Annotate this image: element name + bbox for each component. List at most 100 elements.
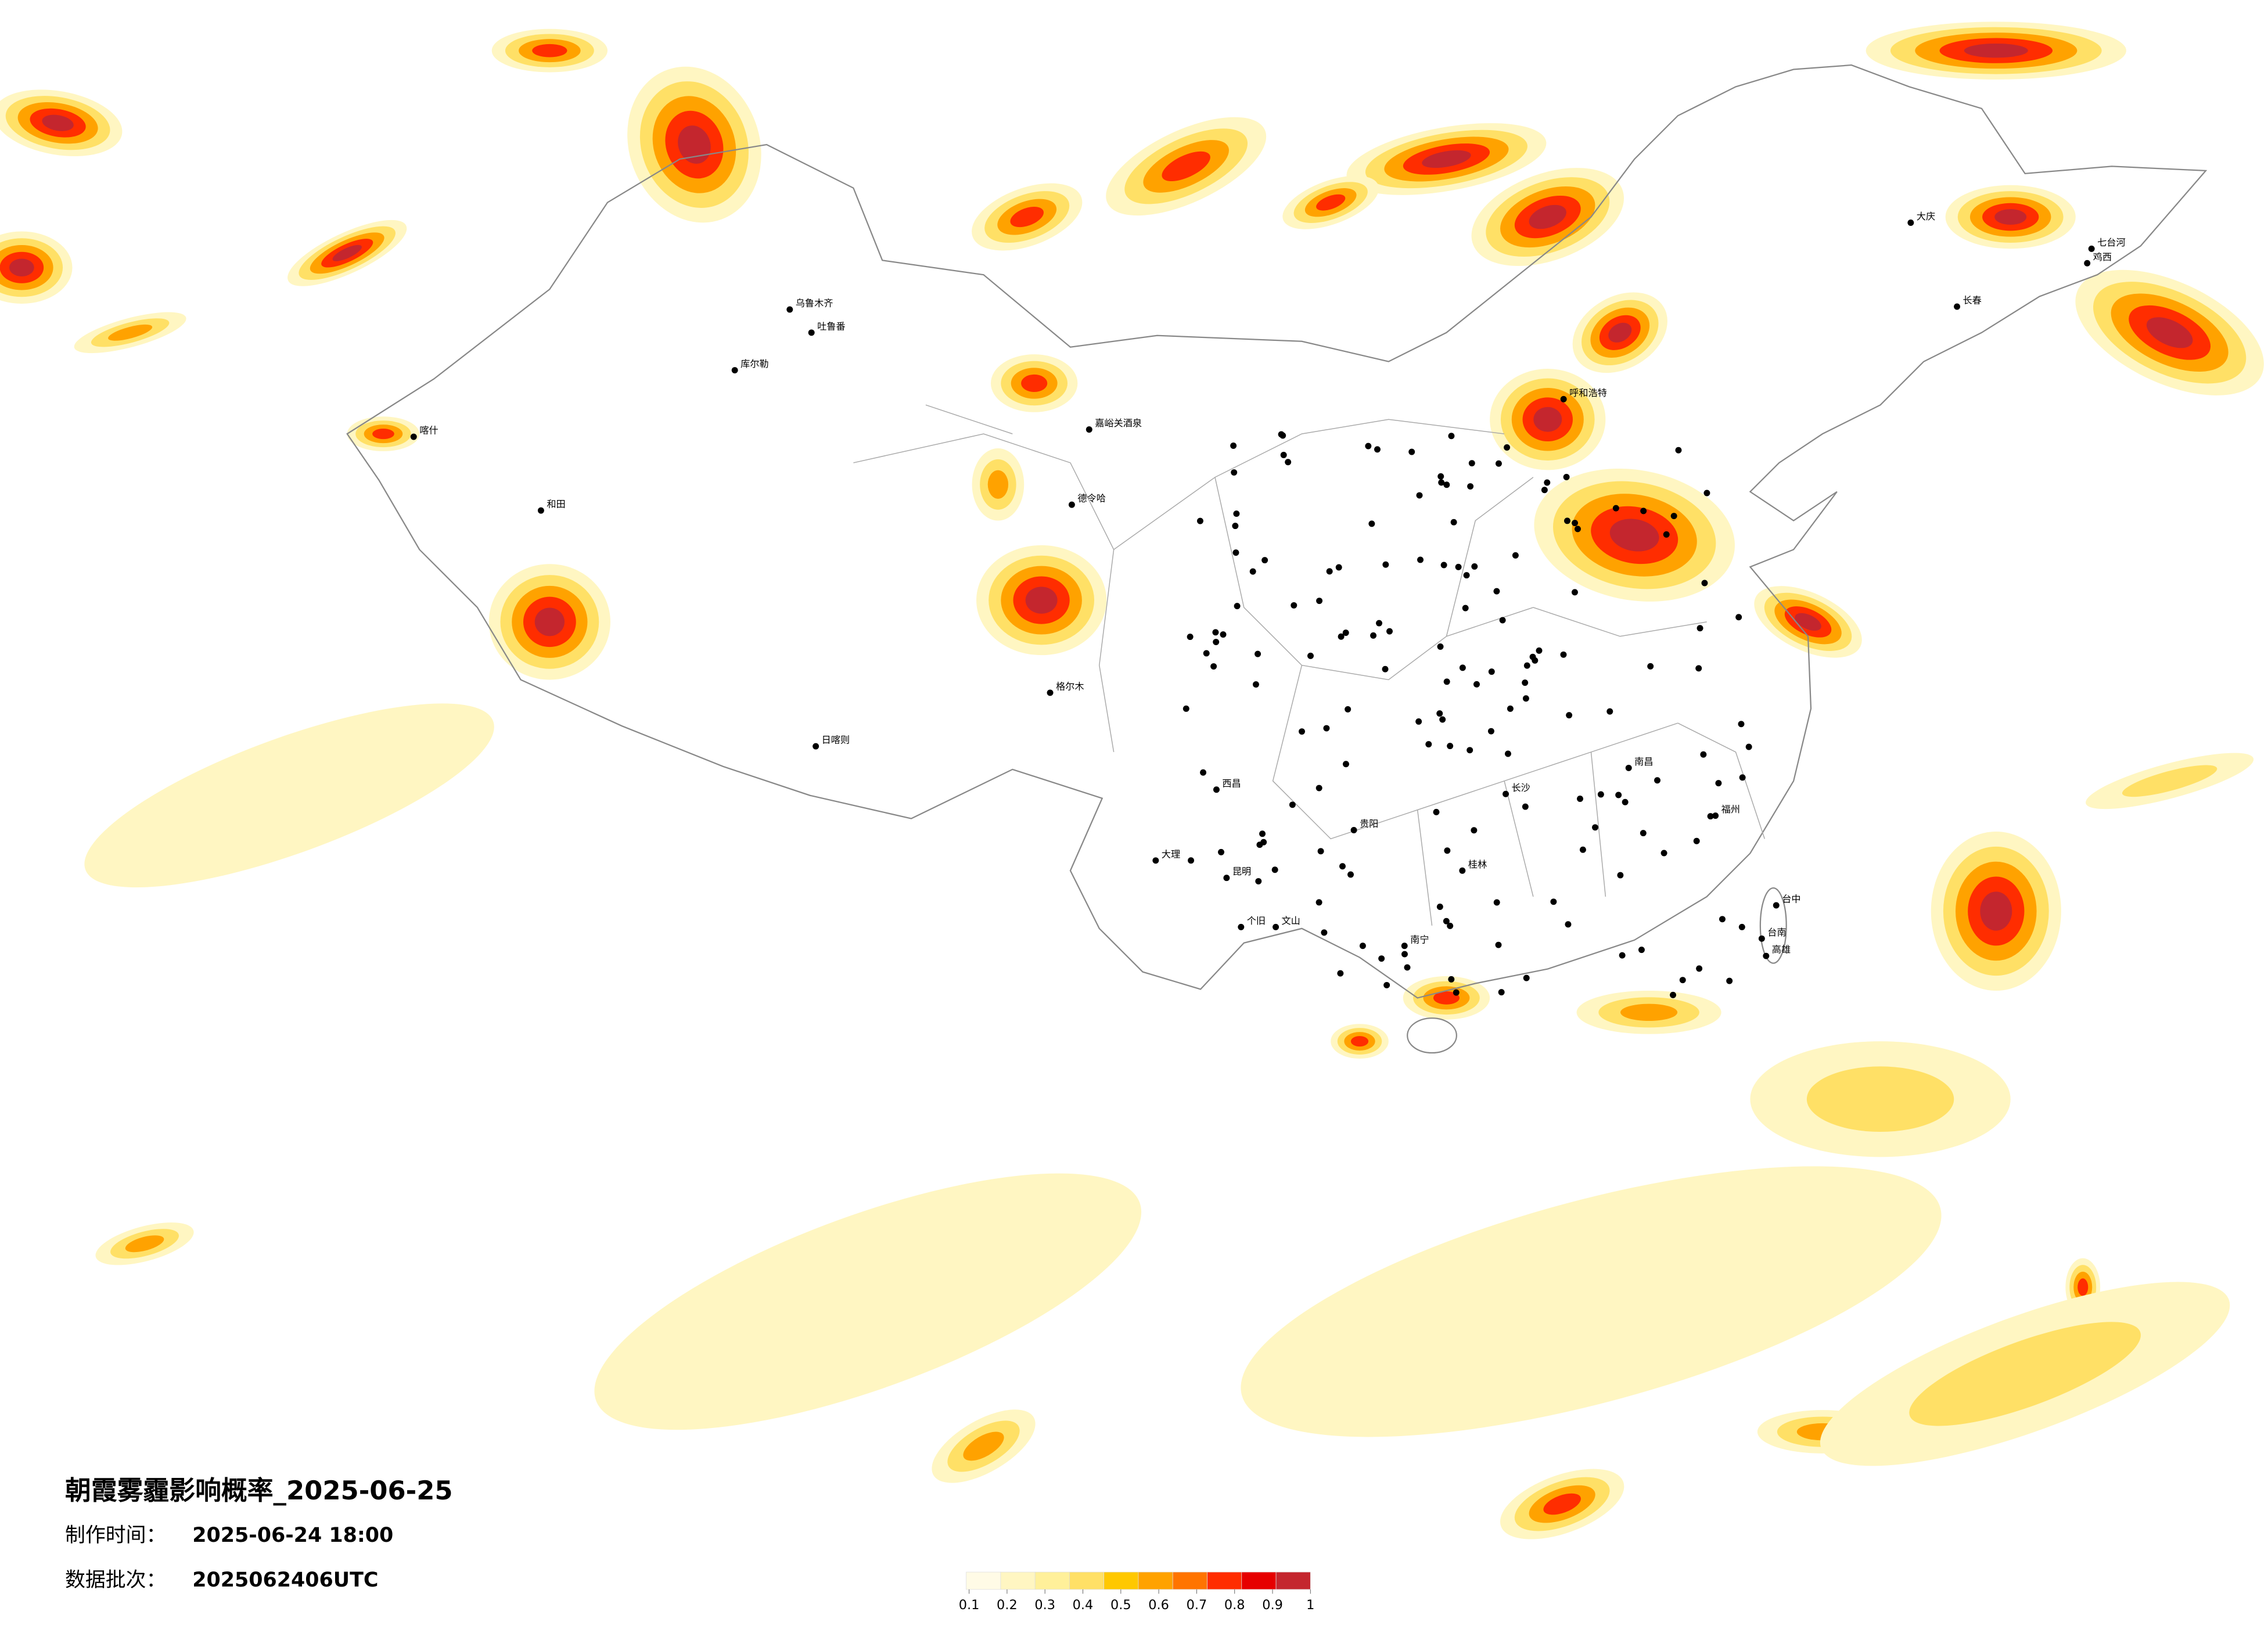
city-dot xyxy=(1231,469,1238,476)
city-dot xyxy=(1707,813,1714,820)
city-dot xyxy=(1187,634,1194,641)
city-dot xyxy=(1436,710,1443,717)
city-dot xyxy=(1499,617,1506,624)
haze-area xyxy=(125,1235,164,1253)
city-dot xyxy=(1503,790,1509,797)
legend: 0.1 0.2 0.3 0.4 0.5 0.6 0.7 0.8 0.9 1 xyxy=(959,1571,1314,1613)
city-dot xyxy=(1433,808,1440,815)
city-dot xyxy=(1212,629,1219,636)
city-dot xyxy=(1523,662,1530,669)
city-dot xyxy=(1437,473,1444,480)
city-dot xyxy=(1337,970,1344,977)
province-borders xyxy=(853,404,1766,926)
city-label: 昆明 xyxy=(1232,866,1251,877)
city-dot xyxy=(1444,847,1451,854)
legend-tick-label: 0.8 xyxy=(1224,1598,1245,1613)
legend-swatch xyxy=(1275,1571,1311,1590)
city-dot xyxy=(1374,446,1381,453)
legend-swatch xyxy=(1104,1571,1139,1590)
city-dot xyxy=(1703,490,1710,497)
haze-area xyxy=(1316,194,1346,211)
city-dot xyxy=(1498,989,1505,996)
city-dot xyxy=(1339,863,1346,870)
city-dot xyxy=(1342,629,1349,636)
city-label: 大理 xyxy=(1162,848,1180,859)
city-dot xyxy=(1597,791,1604,798)
city-dot xyxy=(1773,902,1780,909)
city-dot xyxy=(1693,837,1700,844)
haze-area xyxy=(1609,519,1659,552)
city-dot xyxy=(1271,866,1278,873)
city-dot xyxy=(1317,848,1324,855)
city-dot xyxy=(1415,718,1422,725)
city-label: 高雄 xyxy=(1772,944,1791,955)
haze-area xyxy=(1010,207,1044,228)
city-label: 桂林 xyxy=(1468,859,1487,870)
city-dot xyxy=(1342,761,1349,768)
city-label: 长春 xyxy=(1963,295,1982,306)
city-dot xyxy=(1370,632,1377,639)
city-dot xyxy=(1522,679,1529,686)
city-label: 德令哈 xyxy=(1077,493,1106,504)
legend-swatch xyxy=(1069,1571,1105,1590)
city-dot xyxy=(1450,519,1457,526)
legend-tick-label: 0.7 xyxy=(1187,1598,1207,1613)
city-dot xyxy=(1234,603,1241,610)
city-dot xyxy=(1439,716,1446,723)
city-dot xyxy=(1495,460,1502,467)
city-dot xyxy=(1550,898,1557,905)
city-dot xyxy=(1447,743,1454,750)
haze-area xyxy=(1533,406,1562,432)
city-dot xyxy=(1660,850,1667,857)
haze-area xyxy=(678,125,711,164)
city-dot xyxy=(1086,426,1092,433)
city-dot xyxy=(1350,827,1357,833)
city-dot xyxy=(1383,981,1390,988)
city-dot xyxy=(1541,487,1548,494)
city-dot xyxy=(1700,751,1707,758)
city-dot xyxy=(1323,725,1330,732)
city-label: 贵阳 xyxy=(1360,818,1378,829)
city-dot xyxy=(1459,867,1466,874)
city-dot xyxy=(1726,977,1733,984)
city-dot xyxy=(1670,513,1677,520)
haze-area xyxy=(1543,1493,1581,1515)
city-dot xyxy=(1907,220,1914,226)
city-dot xyxy=(1404,964,1411,971)
city-dot xyxy=(1670,991,1677,998)
city-label: 台中 xyxy=(1782,894,1800,905)
city-dot xyxy=(1047,689,1054,696)
haze-area xyxy=(1433,991,1460,1005)
city-dot xyxy=(1564,517,1570,524)
city-dot xyxy=(1572,520,1579,527)
haze-area xyxy=(9,258,34,277)
city-dot xyxy=(1068,501,1075,508)
city-dot xyxy=(1188,857,1195,864)
taiwan-outline xyxy=(1759,887,1787,964)
city-dot xyxy=(1462,605,1469,611)
city-dot xyxy=(1260,839,1267,846)
city-dot xyxy=(1507,705,1514,712)
legend-swatch xyxy=(1138,1571,1173,1590)
city-dot xyxy=(1453,989,1460,996)
haze-area xyxy=(1241,1166,1942,1437)
city-dot xyxy=(1213,639,1220,646)
city-dot xyxy=(1338,633,1345,640)
city-label: 乌鲁木齐 xyxy=(796,297,833,308)
city-dot xyxy=(1758,935,1765,942)
city-dot xyxy=(1467,483,1474,490)
city-dot xyxy=(1579,846,1586,853)
city-dot xyxy=(1335,564,1342,571)
city-dot xyxy=(1368,520,1375,527)
city-dot xyxy=(1365,443,1372,449)
city-dot xyxy=(1255,878,1262,885)
city-label: 长沙 xyxy=(1512,782,1530,793)
haze-area xyxy=(534,607,565,636)
city-dot xyxy=(1522,803,1529,810)
city-label: 库尔勒 xyxy=(741,358,769,369)
city-dot xyxy=(1463,572,1470,579)
city-dot xyxy=(1249,568,1256,575)
legend-tick-label: 0.1 xyxy=(959,1598,980,1613)
